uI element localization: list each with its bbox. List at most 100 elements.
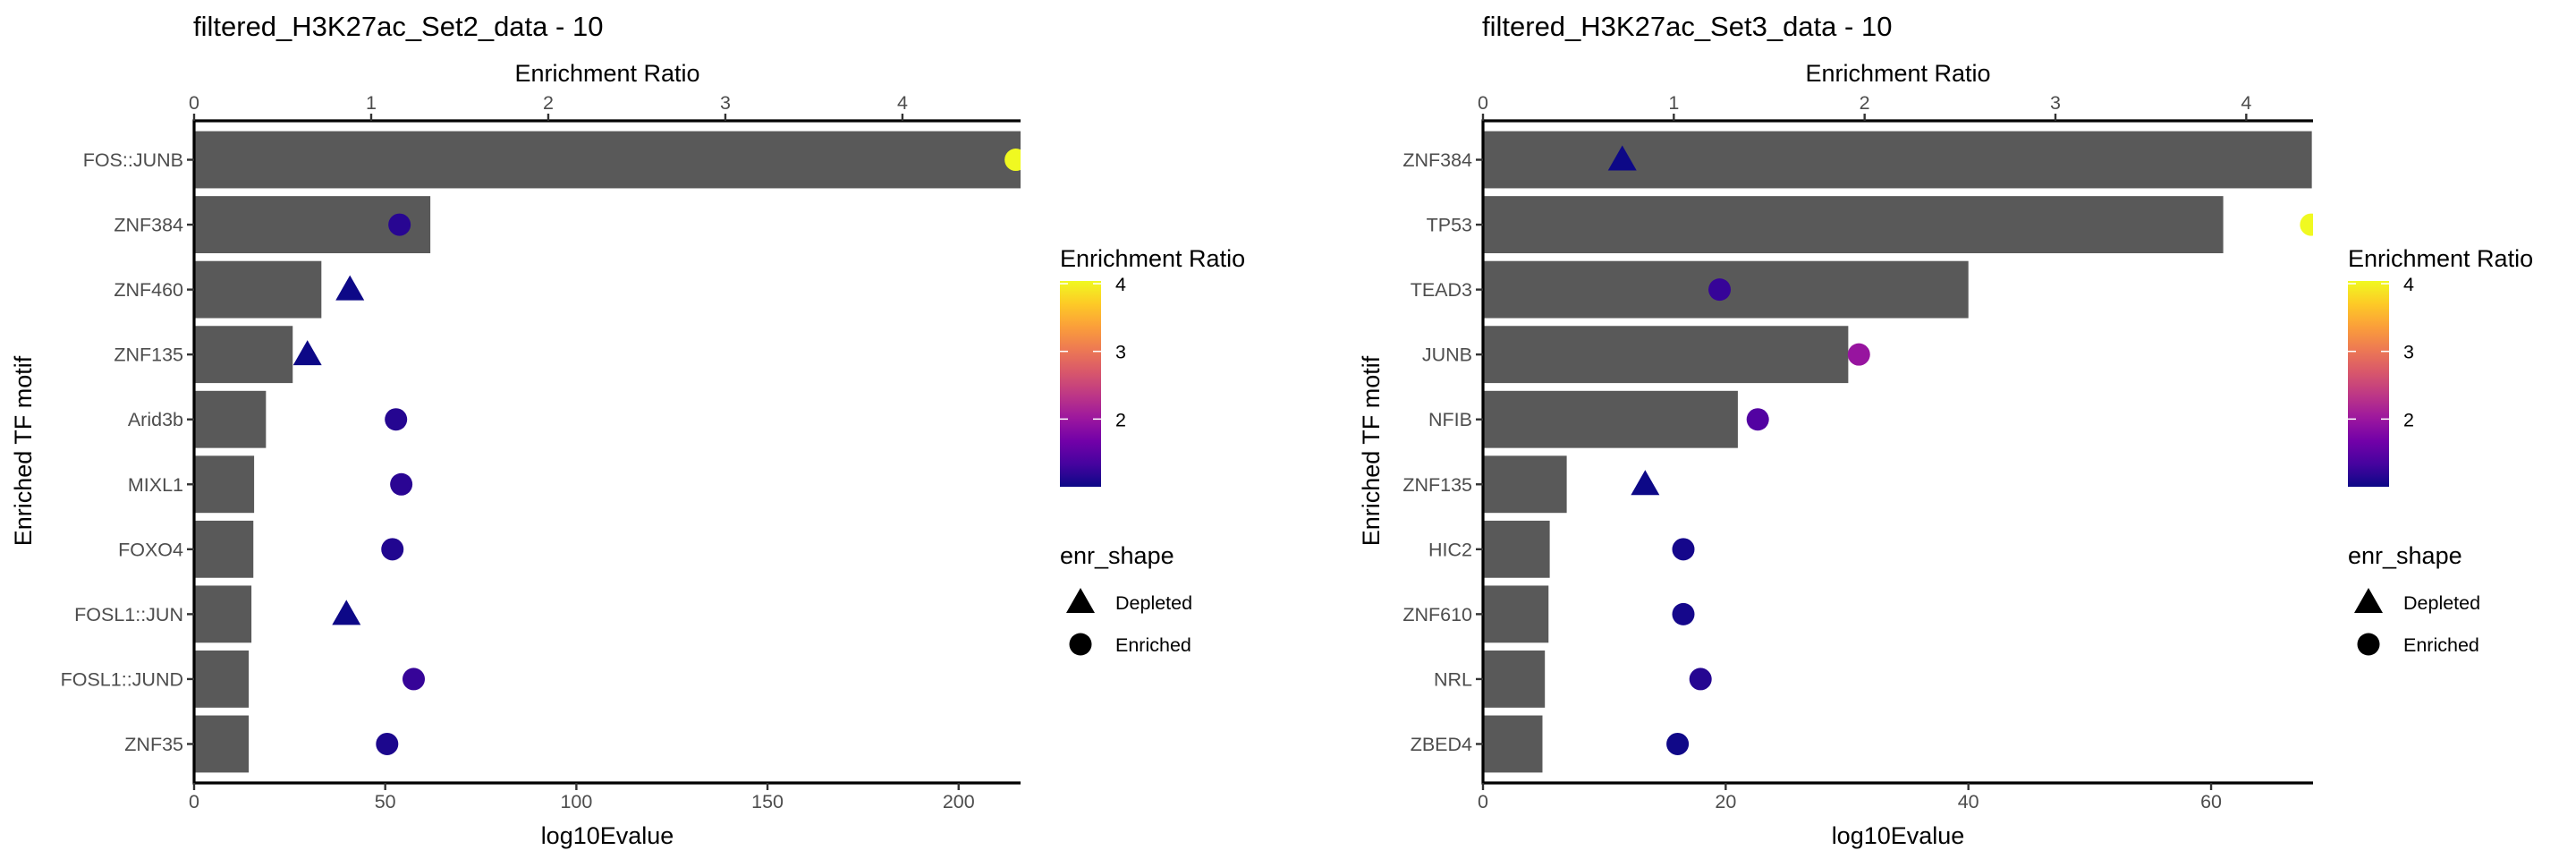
- y-tick-label: NRL: [1434, 668, 1472, 690]
- y-tick-label: ZNF35: [124, 734, 183, 755]
- y-axis-title: Enriched TF motif: [10, 355, 37, 546]
- bar: [1483, 651, 1546, 708]
- point-triangle: [1631, 470, 1660, 496]
- y-tick-label: FOSL1::JUN: [74, 604, 183, 625]
- bar: [194, 260, 322, 319]
- colorbar-tick-label: 3: [1115, 342, 1126, 363]
- legend-color-title: Enrichment Ratio: [2348, 245, 2533, 272]
- x-tick-label: 0: [189, 791, 199, 812]
- y-tick-label: Arid3b: [128, 409, 183, 430]
- point-circle: [1666, 732, 1690, 755]
- y-tick-label: NFIB: [1428, 409, 1472, 430]
- plot-marks: ZNF384 TP53 TEAD3 JUNB NFIB ZNF135 HIC2 ZNF610 N…: [1402, 92, 2313, 812]
- y-tick-label: HIC2: [1428, 539, 1472, 560]
- x-secondary-tick-label: 0: [1478, 92, 1488, 114]
- x-secondary-tick-label: 2: [1860, 92, 1870, 114]
- bar: [194, 455, 255, 514]
- y-tick-label: ZNF384: [1402, 149, 1472, 171]
- point-triangle: [332, 600, 361, 625]
- legend-shape-title: enr_shape: [1060, 542, 1174, 569]
- y-tick-label: ZNF384: [114, 215, 183, 236]
- bar: [194, 520, 254, 578]
- panel-set3: filtered_H3K27ac_Set3_data - 10 Enrichme…: [1358, 11, 2533, 849]
- y-tick-label: FOS::JUNB: [83, 149, 183, 171]
- x-secondary-tick-label: 4: [2241, 92, 2251, 114]
- x-axis-title-secondary: Enrichment Ratio: [1805, 60, 1990, 87]
- colorbar: [2348, 281, 2389, 487]
- colorbar-tick-label: 4: [1115, 274, 1126, 295]
- point-circle: [1004, 149, 1021, 172]
- points-layer: [1607, 145, 2313, 755]
- point-circle: [376, 732, 399, 755]
- chart-title: filtered_H3K27ac_Set3_data - 10: [1482, 11, 1892, 42]
- point-circle: [385, 408, 408, 431]
- x-tick-label: 150: [751, 791, 784, 812]
- bar: [1483, 520, 1550, 578]
- legend: Enrichment Ratio 2 3 4 enr_shape Depleted Enri…: [1060, 245, 1245, 656]
- bar: [1483, 455, 1567, 514]
- legend-shape-label: Depleted: [1115, 592, 1192, 614]
- point-circle: [1847, 343, 1870, 366]
- y-tick-label: ZNF135: [114, 344, 183, 366]
- x-secondary-tick-label: 3: [2050, 92, 2061, 114]
- legend-triangle-icon: [2354, 588, 2383, 613]
- y-tick-label: FOXO4: [118, 539, 183, 560]
- y-axis-title: Enriched TF motif: [1358, 355, 1385, 546]
- point-circle: [1689, 668, 1712, 691]
- bar: [1483, 196, 2224, 253]
- x-secondary-tick-label: 1: [366, 92, 377, 114]
- x-axis-title: log10Evalue: [541, 822, 674, 849]
- y-tick-label: ZNF460: [114, 279, 183, 301]
- legend-shape-label: Depleted: [2403, 592, 2480, 614]
- bar: [1483, 390, 1738, 448]
- bar: [1483, 715, 1543, 773]
- bar: [194, 585, 252, 643]
- point-circle: [1708, 278, 1732, 302]
- legend-shape-label: Enriched: [2403, 634, 2479, 656]
- colorbar: [1060, 281, 1101, 487]
- x-secondary-tick-label: 1: [1668, 92, 1679, 114]
- y-tick-label: ZNF610: [1402, 604, 1472, 625]
- y-tick-label: ZNF135: [1402, 474, 1472, 496]
- bar: [194, 390, 267, 448]
- x-tick-label: 20: [1715, 791, 1736, 812]
- legend-shape-label: Enriched: [1115, 634, 1191, 656]
- panel-set2: filtered_H3K27ac_Set2_data - 10 Enrichme…: [10, 11, 1245, 849]
- points-layer: [292, 149, 1021, 755]
- y-tick-label: TEAD3: [1411, 279, 1472, 301]
- colorbar-tick-label: 3: [2403, 342, 2414, 363]
- legend-triangle-icon: [1066, 588, 1095, 613]
- x-secondary-tick-label: 3: [720, 92, 731, 114]
- point-circle: [1672, 538, 1695, 561]
- x-tick-label: 0: [1478, 791, 1488, 812]
- colorbar-tick-label: 2: [2403, 409, 2414, 430]
- point-triangle: [1607, 145, 1637, 171]
- bar: [194, 651, 250, 708]
- x-secondary-tick-label: 2: [543, 92, 554, 114]
- legend-circle-icon: [2357, 633, 2380, 656]
- y-tick-label: JUNB: [1422, 344, 1472, 366]
- bar: [194, 715, 250, 773]
- y-tick-label: ZBED4: [1411, 734, 1472, 755]
- bar: [194, 131, 1021, 189]
- x-secondary-tick-label: 0: [189, 92, 199, 114]
- plot-marks: FOS::JUNBZNF384ZNF460ZNF135Arid3bMIXL1FO…: [61, 92, 1021, 812]
- legend: Enrichment Ratio 2 3 4 enr_shape Depleted Enri…: [2348, 245, 2533, 656]
- y-tick-label: TP53: [1427, 215, 1472, 236]
- point-circle: [390, 472, 413, 496]
- point-circle: [2300, 213, 2313, 236]
- point-triangle: [292, 340, 322, 366]
- colorbar-tick-label: 4: [2403, 274, 2414, 295]
- y-tick-label: MIXL1: [128, 474, 183, 496]
- point-circle: [1746, 408, 1769, 431]
- colorbar-tick-label: 2: [1115, 409, 1126, 430]
- x-tick-label: 200: [943, 791, 975, 812]
- x-tick-label: 100: [560, 791, 592, 812]
- bar: [1483, 585, 1549, 643]
- x-tick-label: 60: [2200, 791, 2222, 812]
- x-tick-label: 50: [375, 791, 396, 812]
- y-tick-label: FOSL1::JUND: [61, 668, 183, 690]
- point-circle: [388, 213, 411, 236]
- x-axis-title-secondary: Enrichment Ratio: [514, 60, 699, 87]
